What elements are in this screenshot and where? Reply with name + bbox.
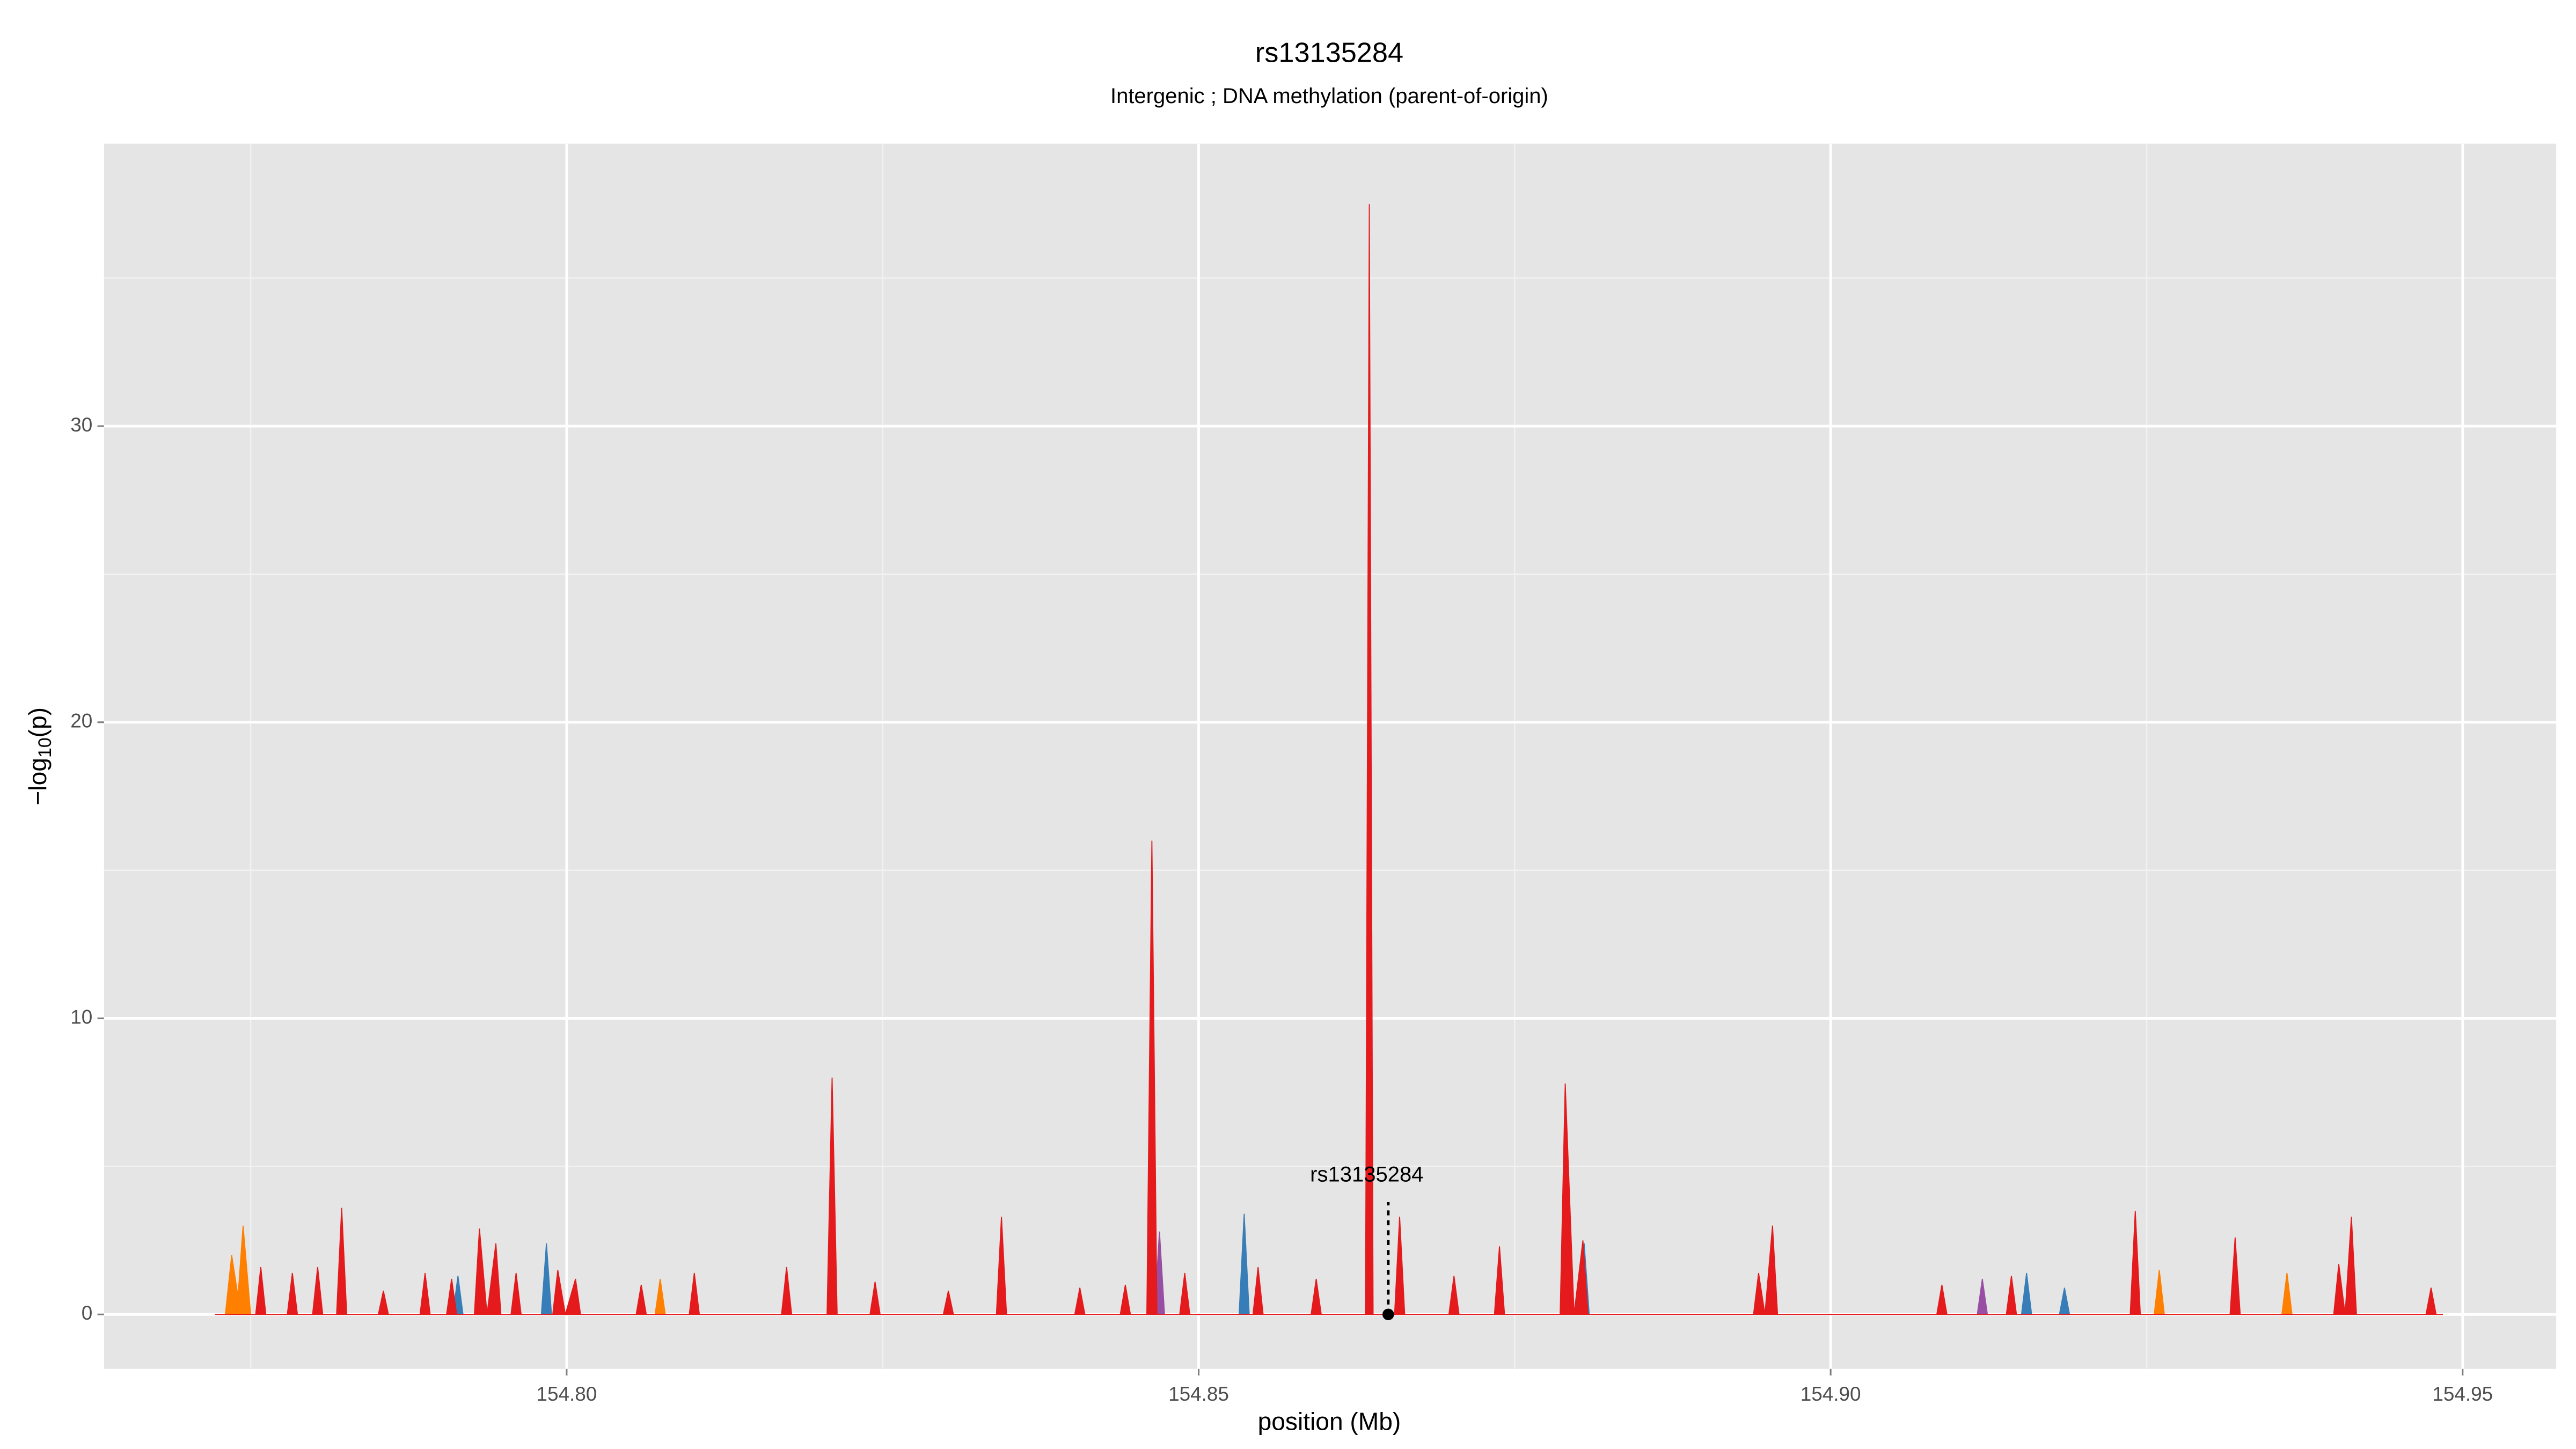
y-label-part: (p) xyxy=(24,707,52,737)
x-axis-label: position (Mb) xyxy=(1258,1407,1401,1435)
y-tick-label: 0 xyxy=(82,1302,93,1324)
grid xyxy=(97,143,2557,1376)
x-tick-label: 154.85 xyxy=(1168,1383,1229,1405)
chart-title: rs13135284 xyxy=(1255,37,1403,68)
y-tick-label: 30 xyxy=(70,414,92,436)
x-tick-label: 154.90 xyxy=(1801,1383,1861,1405)
x-tick-label: 154.95 xyxy=(2432,1383,2493,1405)
plot-background xyxy=(104,143,2557,1369)
chart-subtitle: Intergenic ; DNA methylation (parent-of-… xyxy=(1110,84,1548,108)
annotation-label: rs13135284 xyxy=(1310,1162,1423,1186)
y-axis-label: −log10(p) xyxy=(24,707,55,806)
annotation-point xyxy=(1382,1308,1394,1321)
y-tick-label: 10 xyxy=(70,1006,92,1028)
area xyxy=(215,204,2443,1315)
y-tick-label: 20 xyxy=(70,710,92,732)
y-label-subscript: 10 xyxy=(35,737,55,758)
marks xyxy=(215,204,2443,1321)
y-label-part: −log xyxy=(24,758,52,806)
x-tick-label: 154.80 xyxy=(536,1383,597,1405)
